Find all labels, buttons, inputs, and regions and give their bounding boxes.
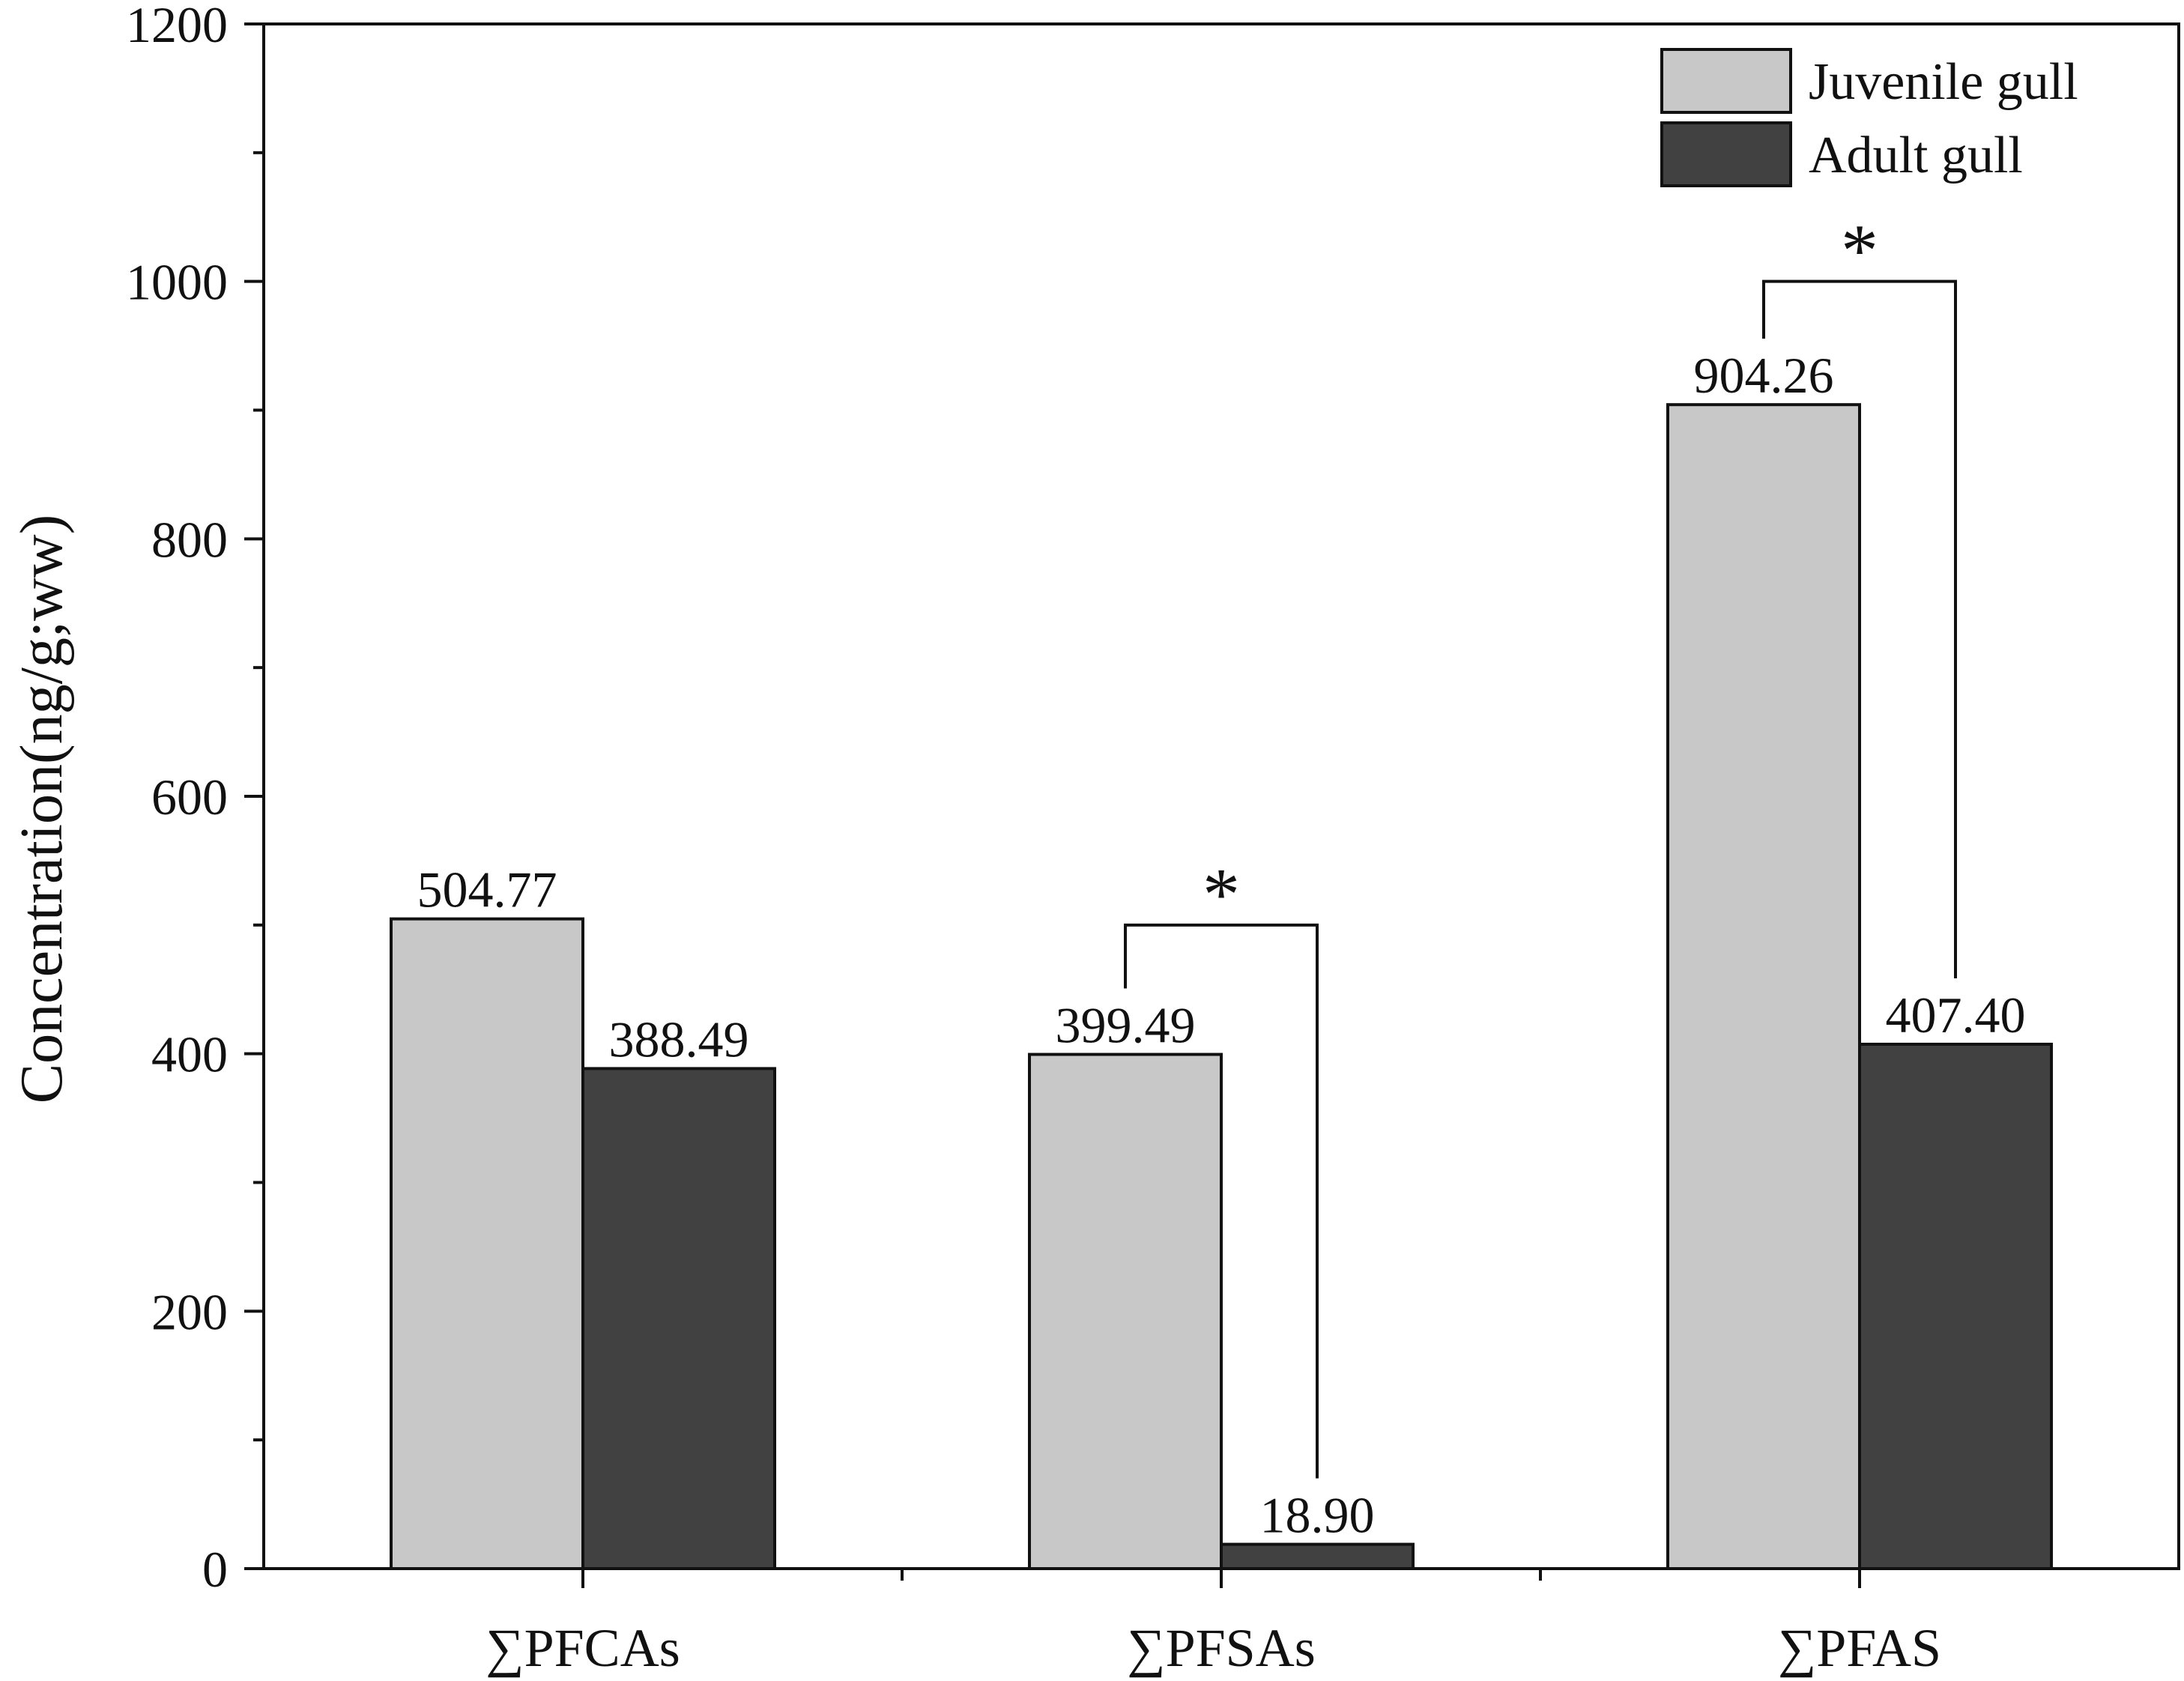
y-axis-title: Concentration(ng/g;ww) — [9, 515, 75, 1103]
data-label: 904.26 — [1694, 347, 1834, 404]
legend: Juvenile gull Adult gull — [1660, 48, 2078, 187]
bar-juvenile — [390, 917, 584, 1570]
x-axis-ticks: ∑PFCAs ∑PFSAs ∑PFAS — [485, 1569, 1941, 1678]
y-tick-label: 400 — [151, 1026, 228, 1083]
significance-brackets: ** — [1124, 209, 1957, 1479]
x-tick-label: ∑PFAS — [1778, 1618, 1941, 1678]
y-tick-label: 0 — [202, 1541, 228, 1598]
bar-juvenile — [1666, 403, 1861, 1570]
data-label: 504.77 — [417, 861, 557, 918]
y-tick-label: 200 — [151, 1283, 228, 1340]
bars: 504.77 388.49 399.49 18.90 904.26 407.40 — [390, 347, 2053, 1571]
legend-entry-label: Juvenile gull — [1809, 53, 2078, 111]
significance-marker: * — [1203, 852, 1240, 936]
bar-juvenile — [1028, 1052, 1223, 1570]
x-tick-label: ∑PFCAs — [485, 1618, 680, 1678]
y-tick-label: 800 — [151, 511, 228, 568]
y-tick-label: 1000 — [126, 254, 228, 311]
legend-swatch — [1660, 121, 1792, 187]
x-tick-label: ∑PFSAs — [1127, 1618, 1315, 1678]
data-label: 407.40 — [1886, 987, 2026, 1044]
bar-adult — [1858, 1042, 2053, 1571]
y-axis-ticks: 0 200 400 600 800 1000 1200 — [126, 0, 264, 1598]
significance-bracket — [1124, 923, 1319, 1479]
data-label: 399.49 — [1056, 997, 1196, 1054]
bar-adult — [581, 1067, 776, 1570]
significance-marker: * — [1841, 209, 1878, 292]
significance-bracket — [1762, 279, 1957, 978]
data-label: 388.49 — [609, 1011, 749, 1067]
data-label: 18.90 — [1260, 1487, 1375, 1544]
bar-adult — [1220, 1542, 1415, 1570]
y-tick-label: 1200 — [126, 0, 228, 53]
legend-swatch — [1660, 48, 1792, 114]
legend-entry-label: Adult gull — [1809, 127, 2023, 184]
y-tick-label: 600 — [151, 769, 228, 826]
